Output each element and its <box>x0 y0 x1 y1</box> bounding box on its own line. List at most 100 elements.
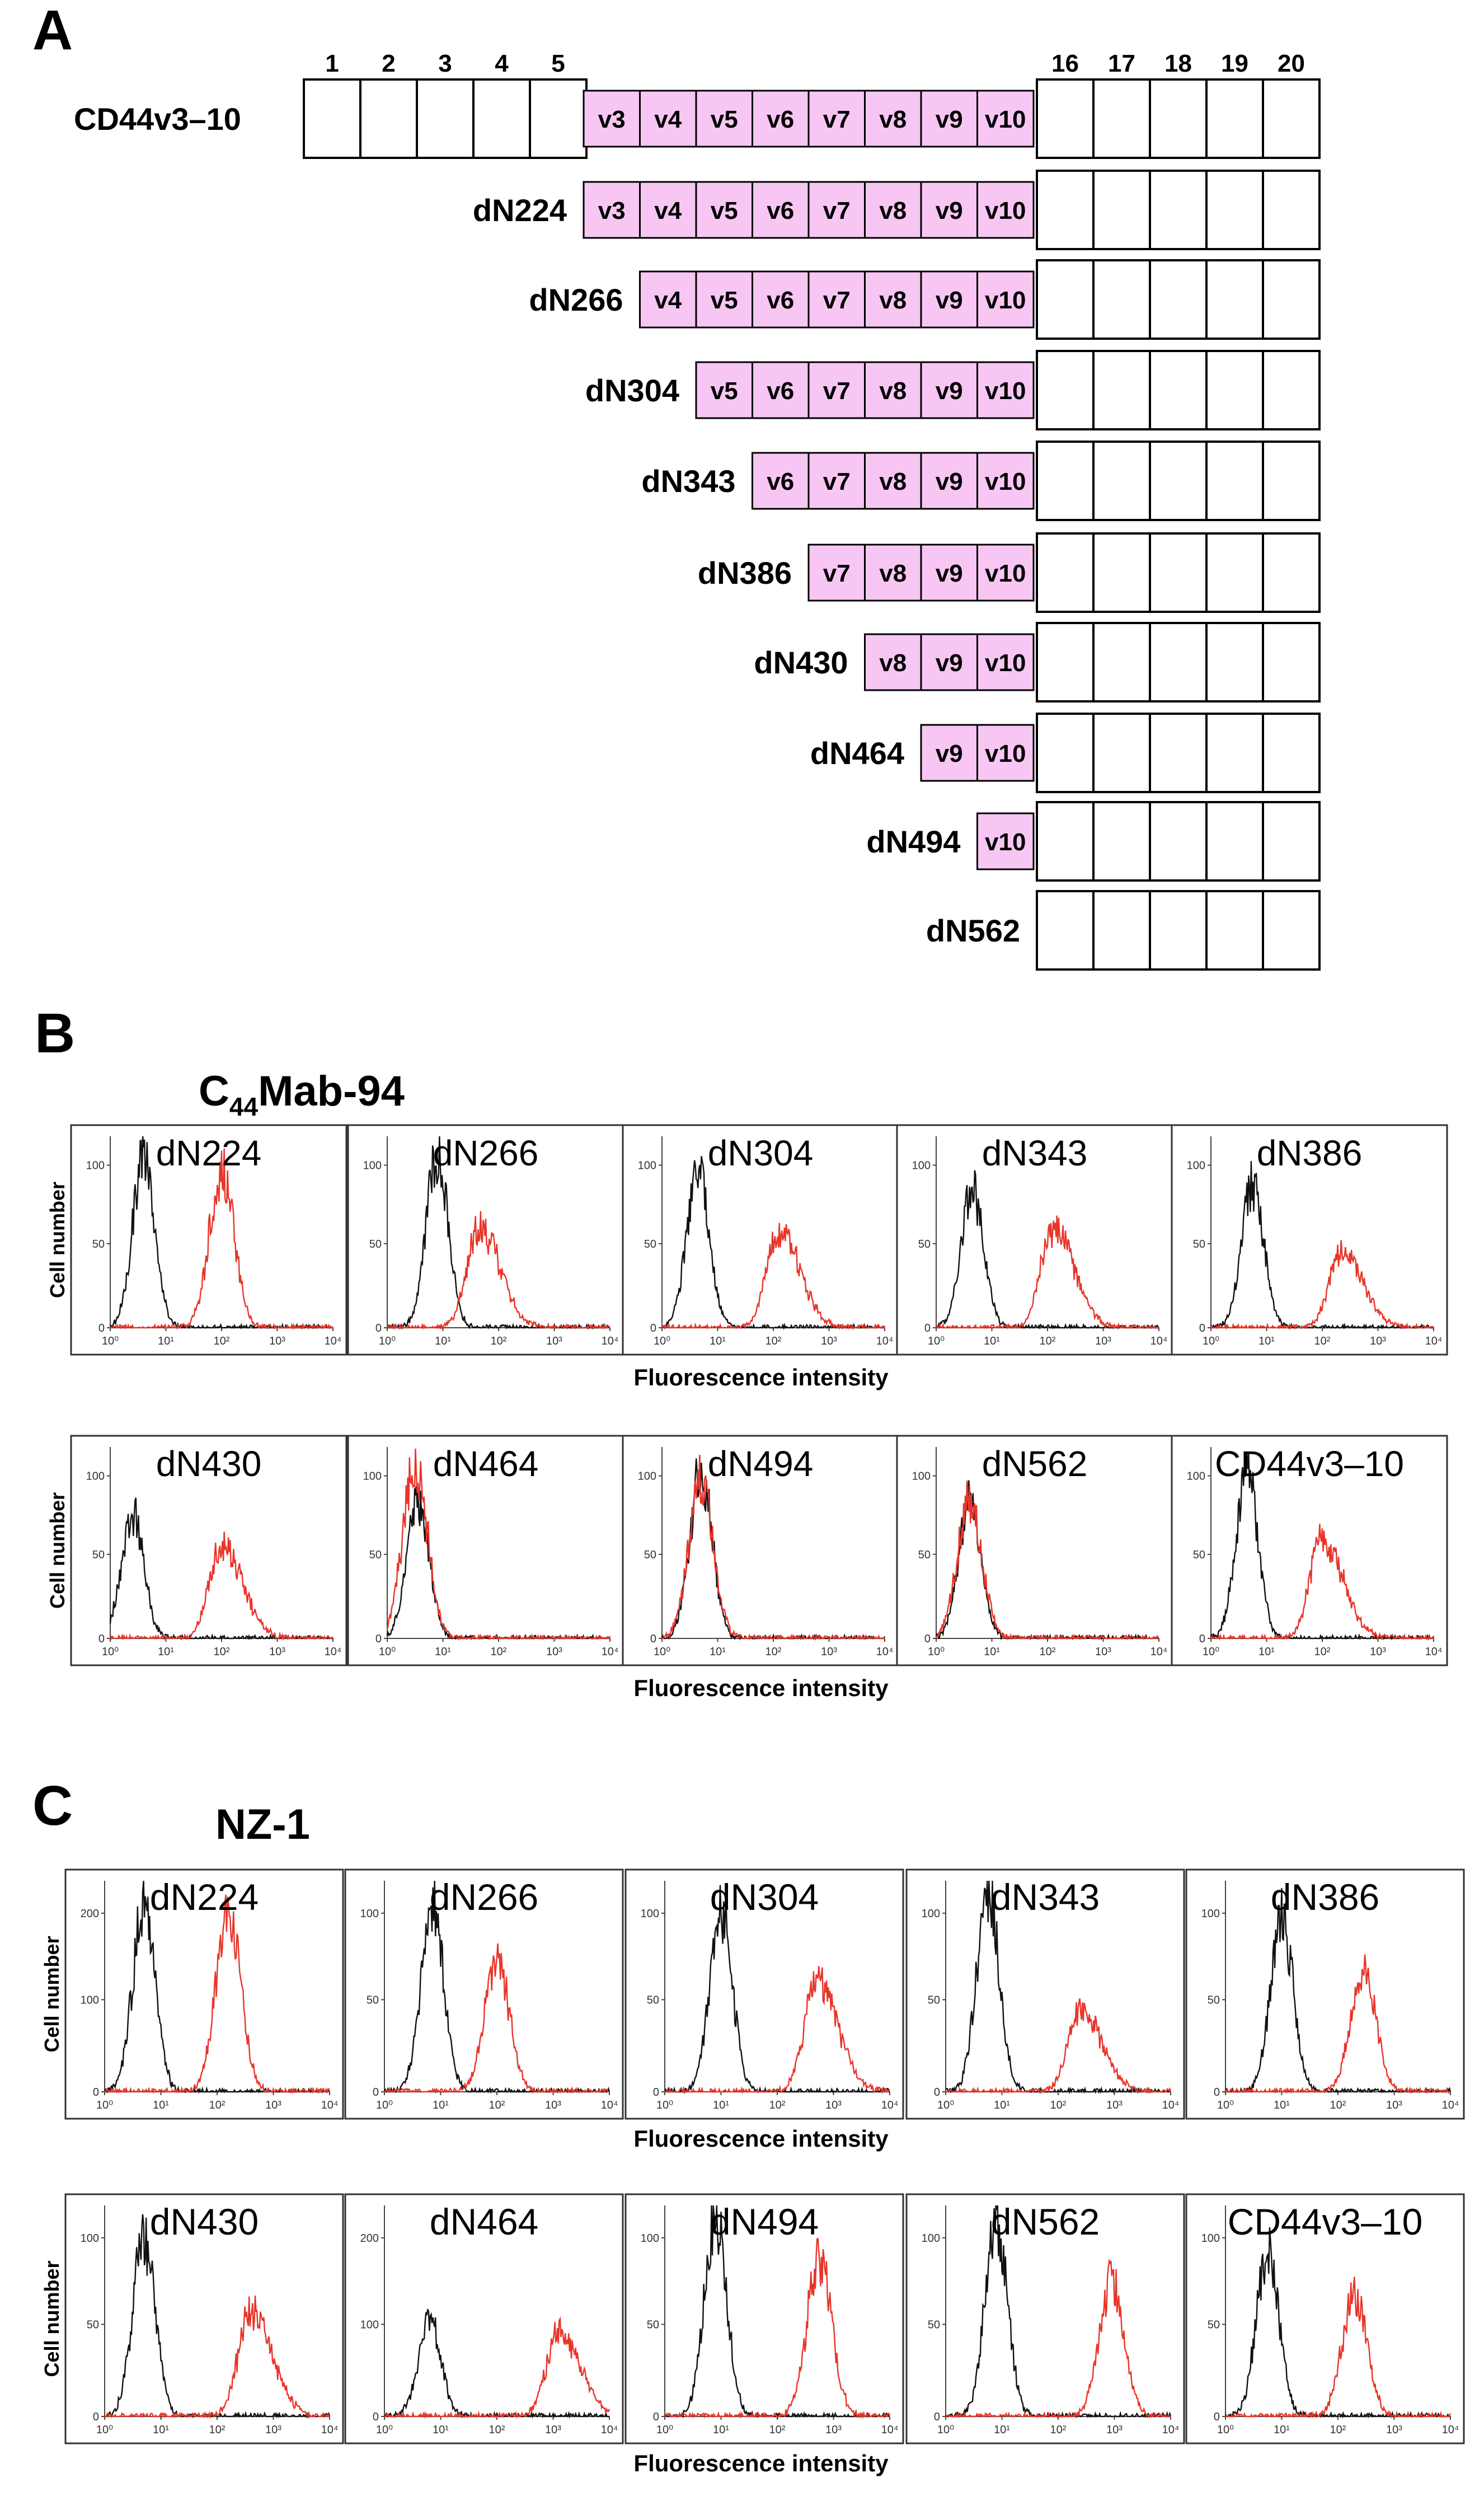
x-tick-label: 10⁰ <box>928 1646 945 1658</box>
x-tick-label: 10¹ <box>710 1646 726 1658</box>
y-tick-label: 100 <box>1187 1470 1205 1483</box>
exon-number-label: 5 <box>551 50 565 77</box>
y-tick-label: 50 <box>92 1238 105 1250</box>
histogram-frame <box>64 2193 344 2444</box>
histogram-panel: 0 100 200 10⁰ 10¹ 10² 10³ 10⁴ dN464 <box>344 2193 624 2444</box>
variant-exon-label: v8 <box>879 287 907 314</box>
x-tick-label: 10¹ <box>153 2099 169 2111</box>
variant-exon-box <box>864 181 922 239</box>
y-tick-label: 0 <box>98 1633 105 1645</box>
constant-exon-box <box>1262 532 1321 613</box>
x-tick-label: 10⁴ <box>602 1335 619 1347</box>
x-tick-label: 10² <box>766 1646 782 1658</box>
x-tick-label: 10⁰ <box>379 1335 396 1347</box>
variant-exon-label: v8 <box>879 106 907 133</box>
variant-exon-label: v3 <box>598 197 626 224</box>
exon-number-label: 17 <box>1108 50 1135 77</box>
x-tick-label: 10³ <box>269 1646 285 1658</box>
x-tick-label: 10² <box>209 2424 226 2436</box>
x-tick-label: 10⁴ <box>876 1646 894 1658</box>
histogram-frame <box>1185 1868 1465 2120</box>
variant-exon-label: v5 <box>711 377 738 405</box>
x-tick-label: 10² <box>209 2099 226 2111</box>
constant-exon-box <box>1036 78 1095 159</box>
exon-number-label: 16 <box>1051 50 1079 77</box>
y-tick-label: 50 <box>928 2319 940 2331</box>
antibody-histogram <box>665 1966 891 2095</box>
x-tick-label: 10⁰ <box>1217 2099 1234 2111</box>
x-tick-label: 10⁴ <box>1425 1646 1443 1658</box>
antibody-histogram <box>110 1148 333 1330</box>
y-tick-label: 100 <box>360 2319 379 2331</box>
antibody-histogram <box>1211 1524 1435 1641</box>
y-tick-label: 50 <box>369 1238 382 1250</box>
x-tick-label: 10³ <box>265 2099 281 2111</box>
constant-exon-box <box>1262 890 1321 971</box>
x-tick-label: 10⁰ <box>1203 1335 1219 1347</box>
variant-exon-label: v10 <box>985 468 1026 495</box>
antibody-histogram <box>661 1223 886 1331</box>
histogram-frame <box>347 1124 624 1356</box>
variant-exon-label: v10 <box>985 740 1026 767</box>
constant-exon-box <box>1036 890 1095 971</box>
construct-title: CD44v3–10 <box>1215 1444 1404 1484</box>
x-tick-label: 10³ <box>1106 2099 1123 2111</box>
construct-title: dN562 <box>991 2201 1100 2242</box>
y-axis-label: Cell number <box>40 2260 63 2377</box>
x-tick-label: 10⁴ <box>601 2099 618 2111</box>
construct-row: v10 dN494 <box>866 801 1321 882</box>
variant-exon-label: v10 <box>985 106 1026 133</box>
x-tick-label: 10¹ <box>1258 1335 1275 1347</box>
constant-exon-box <box>1262 441 1321 521</box>
control-histogram <box>1210 1161 1434 1330</box>
x-tick-label: 10¹ <box>710 1335 726 1347</box>
variant-exon-label: v9 <box>936 468 963 495</box>
construct-name-label: CD44v3–10 <box>74 101 241 137</box>
constant-exon-box <box>1036 441 1095 521</box>
variant-exon-box <box>752 361 810 419</box>
variant-exon-box <box>976 90 1035 148</box>
y-tick-label: 100 <box>363 1160 382 1172</box>
variant-exon-box <box>920 90 978 148</box>
constant-exon-box <box>1205 170 1264 250</box>
construct-title: dN343 <box>982 1133 1088 1173</box>
x-tick-label: 10¹ <box>713 2099 729 2111</box>
y-axis-label: Cell number <box>46 1182 69 1298</box>
variant-exon-box <box>976 181 1035 239</box>
domain-diagram: 1 2 3 4 5 16 17 18 19 20 v3 v4 v5 v6 v7 v8 v9 v10 CD44v3–1… <box>74 50 1321 971</box>
x-tick-label: 10³ <box>1106 2424 1123 2436</box>
x-tick-label: 10³ <box>545 2099 561 2111</box>
variant-exon-box <box>752 270 810 329</box>
histogram-frame <box>905 1868 1185 2120</box>
variant-exon-box <box>976 812 1035 870</box>
x-tick-label: 10⁴ <box>881 2099 899 2111</box>
constant-exon-box <box>1205 713 1264 793</box>
x-axis-label: Fluorescence intensity <box>633 2125 889 2152</box>
x-tick-label: 10⁰ <box>937 2424 954 2436</box>
exon-number-label: 3 <box>438 50 452 77</box>
constant-exon-box <box>1262 713 1321 793</box>
variant-exon-box <box>639 270 697 329</box>
y-tick-label: 100 <box>363 1470 382 1483</box>
x-tick-label: 10⁴ <box>325 1646 342 1658</box>
histogram-panel: 0 50 100 10⁰ 10¹ 10² 10³ 10⁴ dN464 <box>347 1435 624 1666</box>
y-tick-label: 50 <box>644 1238 656 1250</box>
constant-exon-box <box>1205 350 1264 430</box>
x-tick-label: 10⁴ <box>321 2424 339 2436</box>
x-tick-label: 10³ <box>825 2424 842 2436</box>
construct-title: dN304 <box>708 1133 814 1173</box>
y-tick-label: 0 <box>98 1322 105 1334</box>
exon-number-label: 1 <box>325 50 339 77</box>
x-tick-label: 10² <box>769 2099 786 2111</box>
x-tick-label: 10⁴ <box>881 2424 899 2436</box>
variant-exon-box <box>695 90 753 148</box>
exon-number-label: 19 <box>1221 50 1248 77</box>
x-tick-label: 10⁰ <box>1203 1646 1219 1658</box>
construct-title: dN343 <box>991 1876 1100 1918</box>
variant-exon-label: v9 <box>936 287 963 314</box>
histogram-panel: 0 50 100 10⁰ 10¹ 10² 10³ 10⁴ dN494 <box>624 2193 904 2444</box>
histogram-frame <box>896 1124 1173 1356</box>
x-tick-label: 10² <box>1314 1335 1331 1347</box>
panel-b-antibody-title: C44Mab-94 <box>199 1067 405 1121</box>
construct-title: dN266 <box>433 1133 539 1173</box>
